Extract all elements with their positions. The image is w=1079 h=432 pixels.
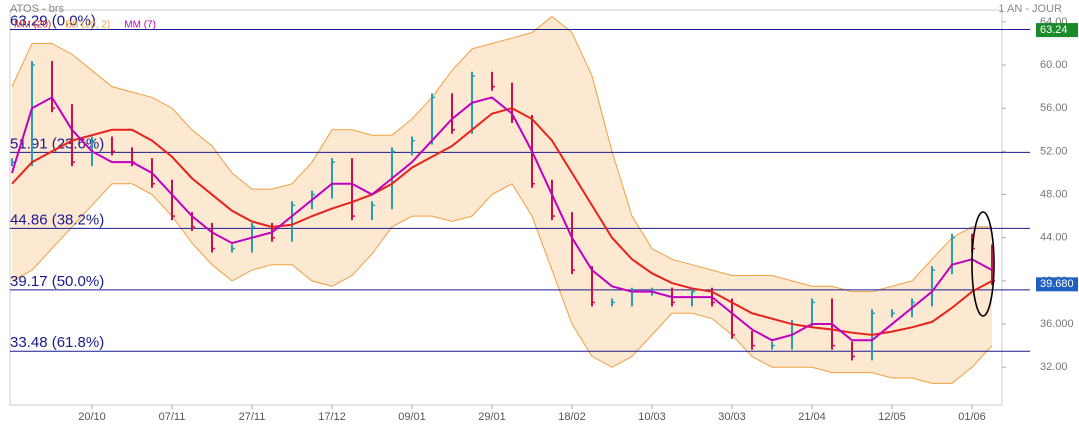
y-tick-label: 32.00: [1040, 361, 1068, 373]
y-tick-label: 52.00: [1040, 145, 1068, 157]
price-tag: [1036, 277, 1078, 292]
price-tag: [1036, 23, 1078, 38]
moving-average: [11, 107, 993, 336]
fib-label: 33.48 (61.8%): [10, 334, 104, 351]
price-tag-label: 63.24: [1040, 24, 1068, 36]
band-lower: [11, 183, 993, 384]
legend-entry: BB (20, 2): [65, 20, 110, 31]
moving-average: [11, 96, 993, 342]
x-tick-label: 09/01: [398, 411, 426, 423]
legend-entry: MM (7): [124, 20, 156, 31]
annotation-ellipse: [971, 211, 995, 317]
x-tick-label: 01/06: [958, 411, 986, 423]
y-tick-label: 36.000: [1040, 318, 1074, 330]
x-tick-label: 07/11: [159, 411, 186, 423]
x-tick-label: 30/03: [718, 411, 746, 423]
band-fill: [12, 16, 992, 384]
x-tick-label: 12/05: [878, 411, 906, 423]
y-tick-label: 60.00: [1040, 59, 1068, 71]
fib-label: 44.86 (38.2%): [10, 211, 104, 228]
y-tick-label: 44.00: [1040, 232, 1068, 244]
x-tick-label: 18/02: [558, 411, 586, 423]
fib-label: 39.17 (50.0%): [10, 273, 104, 290]
chart-title: ATOS - brs: [10, 3, 64, 15]
x-tick-label: 10/03: [638, 411, 666, 423]
x-tick-label: 17/12: [318, 411, 346, 423]
period: 1 AN - JOUR: [998, 3, 1062, 15]
x-tick-label: 27/11: [239, 411, 266, 423]
price-tag-label: 39.680: [1040, 278, 1074, 290]
x-tick-label: 20/10: [78, 411, 106, 423]
legend-entry: MM (20): [14, 20, 51, 31]
fib-label: 63.29 (0.0%): [10, 13, 96, 30]
x-tick-label: 21/04: [798, 411, 826, 423]
y-tick-label: 56.00: [1040, 102, 1068, 114]
y-tick-label: 48.00: [1040, 188, 1068, 200]
band-upper: [11, 15, 992, 293]
x-tick-label: 29/01: [478, 411, 506, 423]
